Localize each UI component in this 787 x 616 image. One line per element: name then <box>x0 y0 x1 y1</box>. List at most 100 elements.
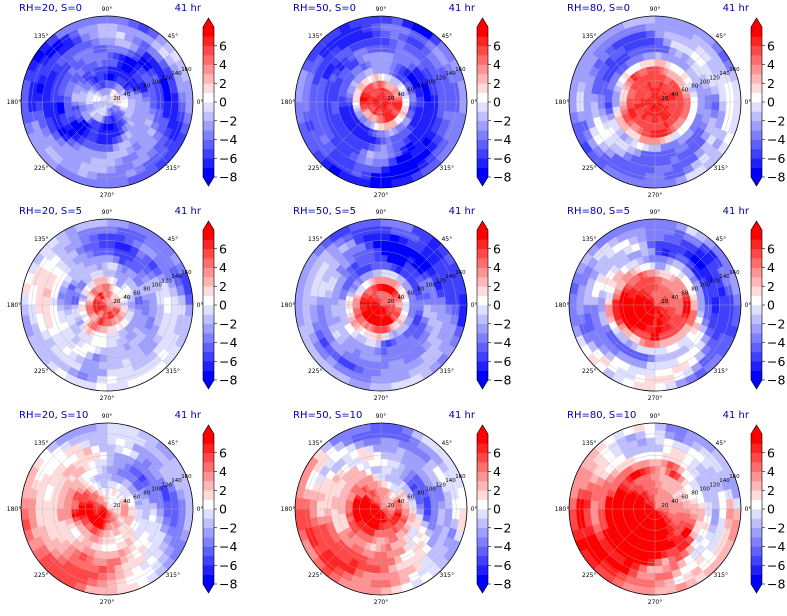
field-cell <box>646 233 655 241</box>
colorbar-tick-label: −6 <box>493 354 511 369</box>
angle-tick-label: 225° <box>34 572 48 579</box>
field-cell <box>381 180 392 188</box>
angle-tick-label: 180° <box>555 302 569 309</box>
colorbar-segment <box>203 361 214 371</box>
field-cell <box>438 305 446 313</box>
field-cell <box>107 437 116 445</box>
field-cell <box>96 423 107 431</box>
colorbar-tick-label: 6 <box>767 241 775 256</box>
panel-5: 2040608010012014016090°45°0°315°270°225°… <box>281 206 512 402</box>
colorbar-extend-min <box>203 177 214 186</box>
field-cell <box>107 466 113 473</box>
angle-tick-label: 315° <box>166 368 180 375</box>
colorbar-segment <box>751 361 762 371</box>
colorbar-segment <box>203 434 214 444</box>
radial-tick-label: 160 <box>729 67 740 73</box>
field-cell <box>107 166 116 174</box>
field-cell <box>143 305 150 311</box>
colorbar-segment <box>203 296 214 306</box>
colorbar-segment <box>477 268 488 278</box>
field-cell <box>98 166 107 174</box>
angle-tick-label: 315° <box>166 572 180 579</box>
colorbar-segment <box>203 453 214 463</box>
field-cell <box>583 296 591 305</box>
field-cell <box>98 437 107 445</box>
field-cell <box>35 296 43 305</box>
colorbar-segment <box>751 83 762 93</box>
colorbar-tick-label: −8 <box>767 373 785 388</box>
field-cell <box>143 509 150 515</box>
field-cell <box>719 93 727 102</box>
colorbar-segment <box>751 74 762 84</box>
colorbar-segment <box>203 352 214 362</box>
colorbar-segment <box>477 130 488 140</box>
colorbar-segment <box>477 296 488 306</box>
field-cell <box>655 30 664 38</box>
radial-tick-label: 60 <box>133 291 140 297</box>
colorbar-segment <box>751 324 762 334</box>
field-cell <box>644 219 655 227</box>
colorbar-tick-label: −2 <box>767 316 785 331</box>
field-cell <box>164 297 172 305</box>
colorbar-segment <box>477 93 488 103</box>
polar-grid <box>569 219 741 391</box>
radial-tick-label: 20 <box>113 96 120 102</box>
colorbar-tick-label: −4 <box>767 132 785 147</box>
colorbar-tick-label: 4 <box>493 57 501 72</box>
colorbar-segment <box>751 149 762 159</box>
colorbar-segment <box>203 168 214 178</box>
angle-tick-label: 225° <box>582 165 596 172</box>
radial-tick-label: 160 <box>181 474 192 480</box>
angle-tick-label: 135° <box>582 236 596 243</box>
angle-tick-label: 315° <box>714 368 728 375</box>
colorbar-tick-label: −6 <box>219 354 237 369</box>
field-cell <box>655 37 663 45</box>
colorbar-tick-label: −2 <box>767 113 785 128</box>
panel-6: 2040608010012014016090°45°0°315°270°225°… <box>555 206 786 402</box>
field-cell <box>649 138 655 145</box>
angle-tick-label: 0° <box>471 302 478 309</box>
field-cell <box>655 241 663 249</box>
field-cell <box>57 298 65 305</box>
field-cell <box>459 102 467 113</box>
field-cell <box>317 501 325 509</box>
field-cell <box>21 509 29 520</box>
field-cell <box>164 94 172 102</box>
field-cell <box>309 305 317 314</box>
field-cell <box>733 91 741 102</box>
panel-time-label: 41 hr <box>175 410 202 421</box>
field-cell <box>99 159 107 167</box>
radial-tick-label: 60 <box>407 88 414 94</box>
colorbar-tick-label: 6 <box>493 241 501 256</box>
angle-tick-label: 270° <box>648 395 662 402</box>
panel-4: 2040608010012014016090°45°0°315°270°225°… <box>7 206 238 402</box>
angle-tick-label: 0° <box>745 99 752 106</box>
colorbar-tick-label: 4 <box>219 464 227 479</box>
field-cell <box>42 297 50 305</box>
colorbar-segment <box>477 102 488 112</box>
field-cell <box>99 566 107 574</box>
panel-7: 2040608010012014016090°45°0°315°270°225°… <box>7 410 238 606</box>
colorbar-extend-max <box>203 221 214 230</box>
field-cell <box>150 509 158 516</box>
field-cell <box>438 297 446 305</box>
field-cell <box>417 305 424 311</box>
angle-tick-label: 135° <box>308 33 322 40</box>
field-cell <box>107 587 118 595</box>
field-cell <box>644 16 655 24</box>
field-cell <box>459 294 467 305</box>
colorbar-tick-label: −8 <box>219 373 237 388</box>
colorbar-extend-min <box>477 177 488 186</box>
field-cell <box>381 466 387 473</box>
field-cell <box>372 369 381 377</box>
colorbar-segment <box>203 111 214 121</box>
field-cell <box>338 503 345 509</box>
field-cell <box>98 233 107 241</box>
field-cell <box>107 566 115 574</box>
field-cell <box>100 348 107 356</box>
colorbar-segment <box>477 324 488 334</box>
colorbar-segment <box>203 472 214 482</box>
